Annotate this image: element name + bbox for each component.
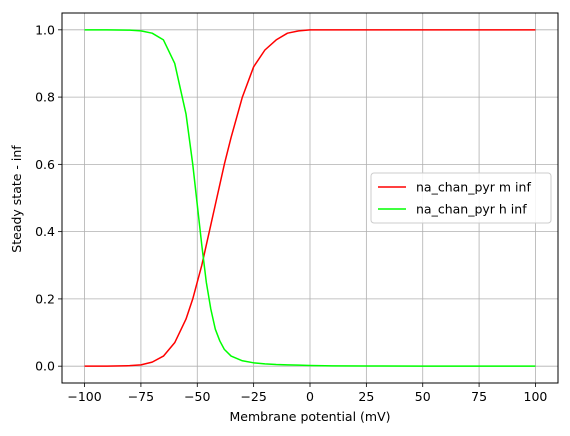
- y-tick-label: 1.0: [35, 22, 55, 37]
- legend-label: na_chan_pyr m inf: [416, 180, 531, 195]
- plot-lines: [84, 29, 536, 367]
- y-tick-label: 0.0: [35, 359, 55, 374]
- x-tick-label: 100: [524, 389, 548, 404]
- x-tick-label: −25: [240, 389, 266, 404]
- legend: na_chan_pyr m inf na_chan_pyr h inf: [370, 172, 552, 224]
- x-tick-label: −100: [67, 389, 101, 404]
- x-axis-label: Membrane potential (mV): [229, 409, 390, 424]
- y-tick-labels: 0.0 0.2 0.4 0.6 0.8 1.0: [35, 22, 55, 373]
- y-tick-label: 0.6: [35, 157, 55, 172]
- x-tick-labels: −100 −75 −50 −25 0 25 50 75 100: [67, 389, 547, 404]
- y-axis-label: Steady state - inf: [9, 145, 24, 253]
- y-tick-label: 0.4: [35, 224, 55, 239]
- tick-marks: [58, 29, 536, 387]
- series-line-2: [84, 29, 536, 367]
- legend-box: [370, 172, 552, 224]
- x-tick-label: −50: [184, 389, 210, 404]
- legend-label: na_chan_pyr h inf: [416, 202, 527, 217]
- y-tick-label: 0.8: [35, 90, 55, 105]
- series-line-1: [84, 29, 536, 367]
- x-tick-label: −75: [128, 389, 154, 404]
- x-tick-label: 75: [471, 389, 487, 404]
- x-tick-label: 25: [358, 389, 374, 404]
- x-tick-label: 0: [306, 389, 314, 404]
- y-tick-label: 0.2: [35, 291, 55, 306]
- x-tick-label: 50: [415, 389, 431, 404]
